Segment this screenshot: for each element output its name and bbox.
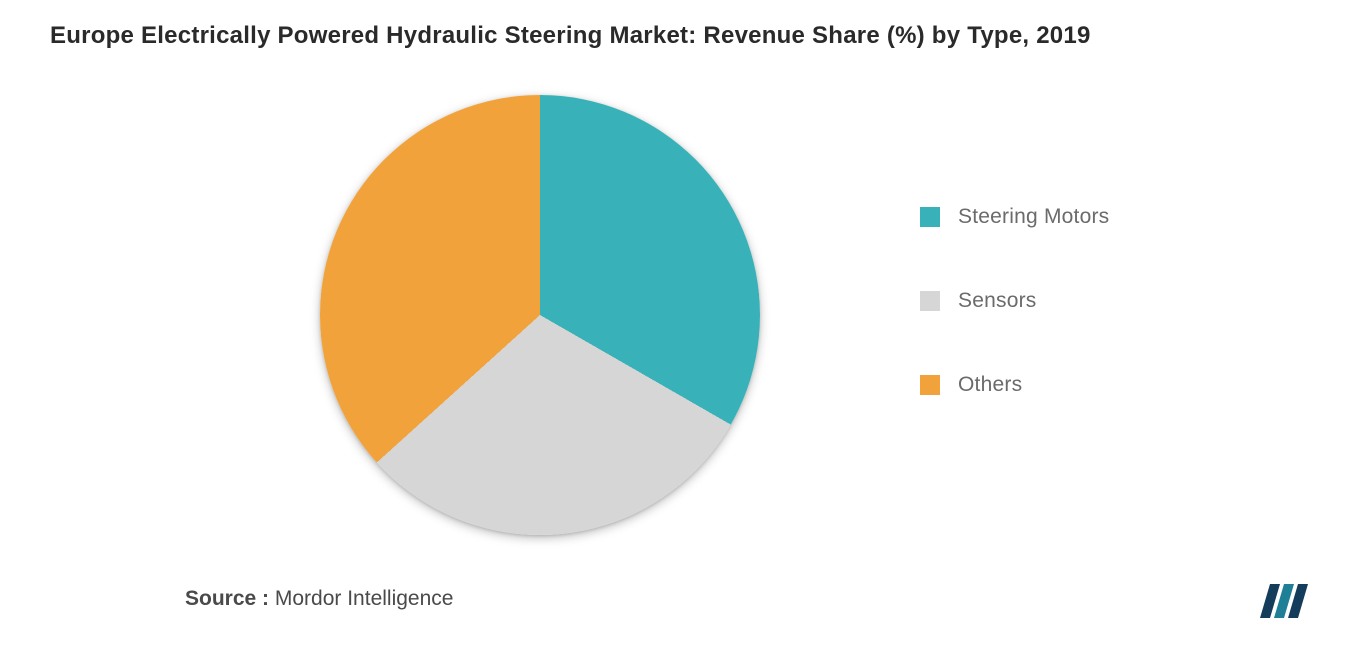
legend-item: Steering Motors	[920, 205, 1109, 229]
legend-item: Others	[920, 373, 1109, 397]
source-name: Mordor Intelligence	[275, 587, 454, 610]
legend-swatch	[920, 291, 940, 311]
source-prefix: Source :	[185, 587, 269, 610]
pie-chart	[320, 95, 760, 535]
pie-body	[320, 95, 760, 535]
legend-swatch	[920, 375, 940, 395]
legend-item: Sensors	[920, 289, 1109, 313]
legend-label: Sensors	[958, 289, 1037, 313]
chart-title: Europe Electrically Powered Hydraulic St…	[50, 22, 1091, 50]
mi-logo	[1256, 578, 1316, 623]
legend-swatch	[920, 207, 940, 227]
legend: Steering Motors Sensors Others	[920, 205, 1109, 397]
legend-label: Others	[958, 373, 1022, 397]
legend-label: Steering Motors	[958, 205, 1109, 229]
mi-logo-icon	[1256, 578, 1316, 618]
source-attribution: Source : Mordor Intelligence	[185, 587, 453, 611]
